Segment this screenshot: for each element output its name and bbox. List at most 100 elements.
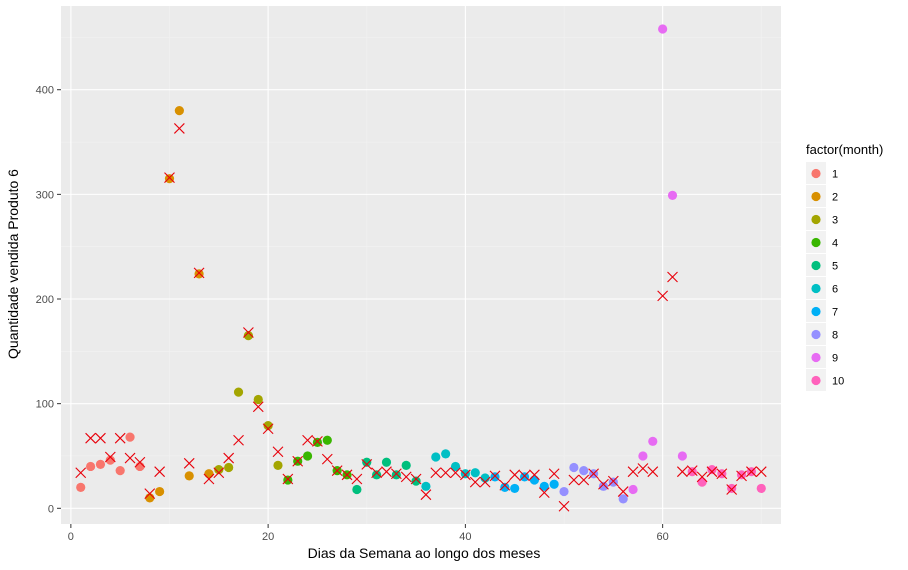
data-point-month-8 bbox=[569, 462, 579, 473]
x-marker-stroke bbox=[479, 476, 491, 488]
x-tick-label: 40 bbox=[459, 531, 471, 543]
x-marker bbox=[233, 434, 244, 446]
x-marker bbox=[716, 468, 728, 480]
data-point-month-2 bbox=[204, 469, 214, 479]
x-marker bbox=[617, 486, 629, 497]
x-marker-stroke bbox=[75, 467, 87, 479]
data-point-month-3 bbox=[243, 331, 253, 341]
x-marker-stroke bbox=[548, 468, 560, 480]
x-marker bbox=[213, 467, 225, 479]
x-marker-stroke bbox=[252, 401, 264, 413]
x-marker-stroke bbox=[233, 434, 244, 446]
legend-item-1: 1 bbox=[806, 162, 838, 184]
x-marker bbox=[548, 468, 560, 480]
data-point-month-10 bbox=[707, 464, 717, 475]
x-marker-stroke bbox=[578, 474, 590, 486]
x-marker bbox=[400, 471, 412, 483]
x-marker bbox=[706, 466, 718, 478]
data-point-month-2 bbox=[155, 486, 165, 497]
data-point-month-10 bbox=[697, 477, 707, 487]
x-marker bbox=[183, 457, 195, 469]
legend-title: factor(month) bbox=[806, 142, 883, 157]
x-marker-stroke bbox=[302, 434, 313, 446]
x-marker-stroke bbox=[381, 466, 392, 478]
legend-swatch bbox=[811, 214, 821, 225]
x-marker-stroke bbox=[686, 465, 698, 477]
x-marker-stroke bbox=[361, 458, 373, 470]
legend-label: 8 bbox=[832, 330, 838, 342]
x-marker-stroke bbox=[499, 479, 511, 491]
data-points bbox=[75, 24, 767, 512]
x-marker bbox=[676, 466, 688, 478]
x-marker-stroke bbox=[282, 473, 294, 485]
legend-item-3: 3 bbox=[806, 208, 838, 230]
x-marker-stroke bbox=[351, 473, 363, 485]
x-marker bbox=[302, 434, 313, 446]
x-marker bbox=[144, 488, 156, 500]
legend-item-8: 8 bbox=[806, 323, 838, 345]
x-marker bbox=[410, 473, 422, 485]
data-point-month-9 bbox=[648, 436, 658, 446]
x-marker bbox=[114, 432, 126, 444]
x-marker bbox=[351, 473, 363, 485]
data-point-month-8 bbox=[598, 481, 609, 491]
x-marker-stroke bbox=[213, 467, 225, 479]
data-point-month-7 bbox=[539, 481, 549, 491]
legend-swatch bbox=[811, 191, 821, 202]
data-point-month-8 bbox=[608, 477, 618, 487]
x-marker-stroke bbox=[607, 475, 619, 487]
x-marker bbox=[104, 451, 116, 463]
legend-label: 6 bbox=[832, 284, 838, 296]
x-marker-stroke bbox=[243, 327, 254, 338]
legend-swatch bbox=[811, 306, 821, 317]
data-point-month-7 bbox=[549, 479, 559, 489]
x-marker-stroke bbox=[85, 432, 96, 444]
x-marker-stroke bbox=[183, 457, 195, 469]
legend-label: 9 bbox=[832, 353, 838, 365]
legend-item-6: 6 bbox=[806, 277, 838, 299]
legend-label: 10 bbox=[832, 376, 844, 388]
data-point-month-6 bbox=[460, 469, 470, 479]
x-marker-stroke bbox=[667, 271, 678, 283]
plot-panel bbox=[61, 6, 781, 524]
major-gridlines bbox=[61, 6, 781, 524]
x-marker bbox=[420, 489, 432, 501]
legend: factor(month) 1 2 3 4 5 6 7 8 9 10 bbox=[806, 142, 883, 391]
x-marker bbox=[469, 476, 481, 488]
x-marker-stroke bbox=[312, 435, 323, 447]
x-marker-stroke bbox=[144, 488, 156, 500]
x-marker-stroke bbox=[223, 452, 235, 464]
x-marker bbox=[371, 467, 383, 479]
x-marker bbox=[598, 478, 609, 490]
x-marker-stroke bbox=[736, 470, 747, 482]
x-marker-stroke bbox=[509, 469, 521, 481]
x-marker-stroke bbox=[164, 172, 175, 184]
data-point-month-5 bbox=[362, 457, 372, 467]
x-marker bbox=[85, 432, 96, 444]
x-marker bbox=[361, 458, 373, 470]
legend-item-9: 9 bbox=[806, 346, 838, 368]
data-point-month-1 bbox=[85, 461, 96, 472]
x-marker bbox=[430, 467, 442, 479]
legend-item-10: 10 bbox=[806, 369, 844, 391]
x-marker bbox=[686, 465, 698, 477]
x-marker-stroke bbox=[647, 466, 659, 478]
data-point-month-7 bbox=[519, 472, 530, 482]
x-marker-stroke bbox=[371, 467, 383, 479]
data-point-month-4 bbox=[312, 437, 323, 447]
x-marker-stroke bbox=[173, 123, 185, 134]
data-point-month-4 bbox=[283, 475, 293, 485]
x-marker bbox=[223, 452, 235, 464]
x-marker bbox=[746, 466, 757, 478]
data-point-month-7 bbox=[510, 483, 520, 494]
x-marker-stroke bbox=[657, 290, 669, 302]
data-point-month-2 bbox=[164, 174, 175, 184]
x-marker-stroke bbox=[529, 469, 540, 481]
data-point-month-6 bbox=[431, 452, 441, 462]
data-point-month-9 bbox=[638, 451, 648, 461]
y-tick-label: 400 bbox=[36, 85, 54, 97]
x-marker bbox=[637, 463, 649, 474]
legend-label: 5 bbox=[832, 261, 838, 273]
data-point-month-5 bbox=[401, 460, 411, 470]
x-marker-stroke bbox=[154, 466, 166, 478]
